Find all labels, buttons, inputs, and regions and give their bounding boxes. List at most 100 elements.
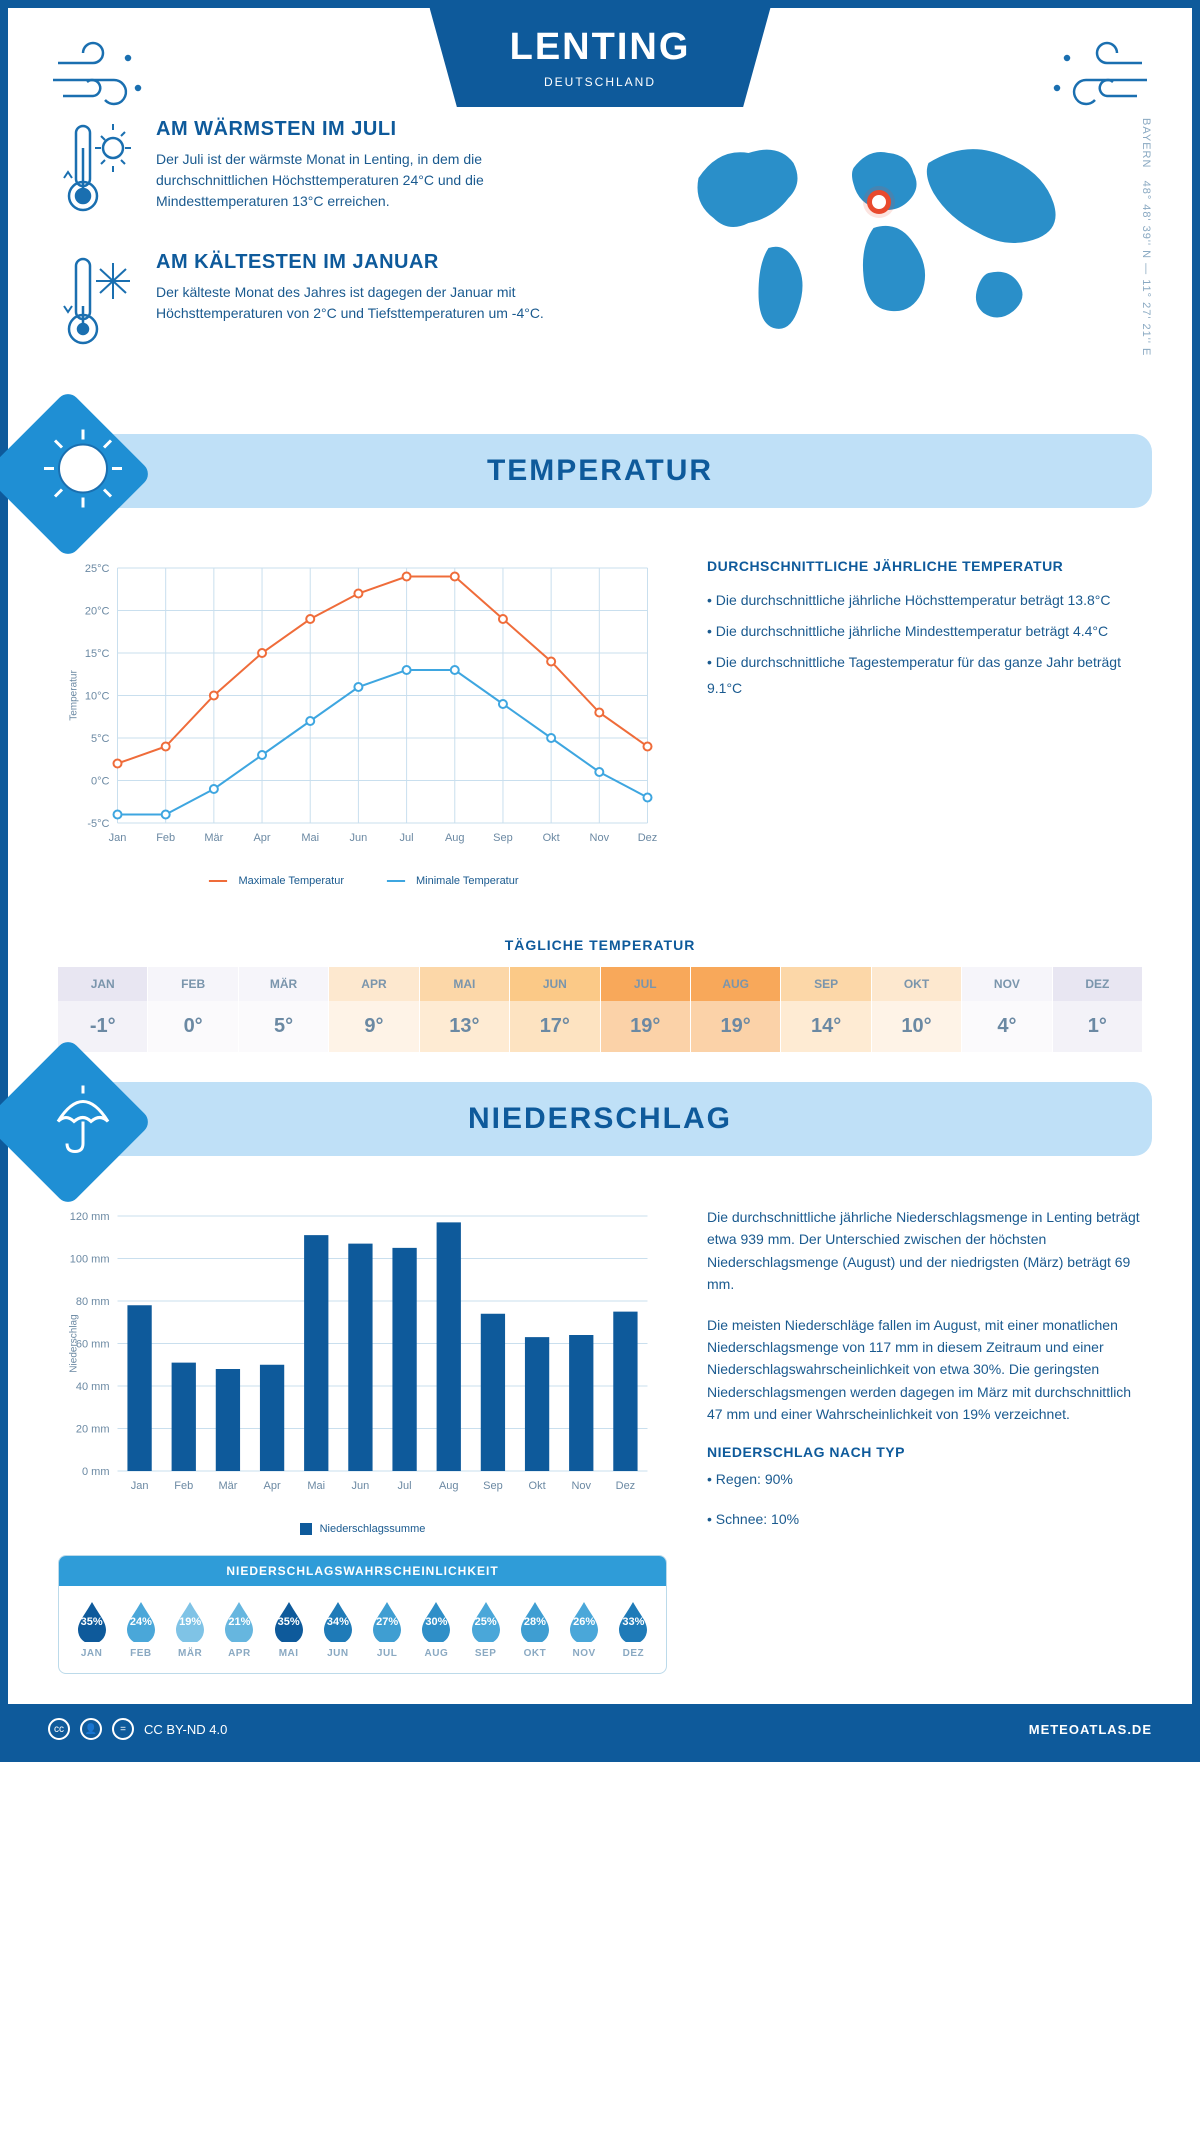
probability-cell: 19%MÄR: [166, 1600, 215, 1659]
drop-icon: 28%: [517, 1600, 553, 1642]
header: LENTING DEUTSCHLAND: [8, 8, 1192, 58]
thermometer-cold-icon: [58, 251, 138, 356]
svg-text:25°C: 25°C: [85, 563, 110, 575]
drop-icon: 24%: [123, 1600, 159, 1642]
drop-icon: 25%: [468, 1600, 504, 1642]
daily-temp-cell: SEP14°: [781, 967, 871, 1052]
probability-cell: 33%DEZ: [609, 1600, 658, 1659]
drop-icon: 19%: [172, 1600, 208, 1642]
page: LENTING DEUTSCHLAND AM WÄRMSTEN IM JULI …: [0, 0, 1200, 1762]
fact-body: Der Juli ist der wärmste Monat in Lentin…: [156, 149, 585, 212]
daily-temperature-bar: JAN-1°FEB0°MÄR5°APR9°MAI13°JUN17°JUL19°A…: [58, 967, 1142, 1052]
probability-cell: 24%FEB: [116, 1600, 165, 1659]
probability-cell: 30%AUG: [412, 1600, 461, 1659]
drop-icon: 30%: [418, 1600, 454, 1642]
svg-text:Mai: Mai: [307, 1480, 325, 1492]
daily-temp-cell: JUN17°: [510, 967, 600, 1052]
svg-text:-5°C: -5°C: [87, 818, 109, 830]
svg-text:Feb: Feb: [156, 832, 175, 844]
legend-min: Minimale Temperatur: [384, 875, 519, 887]
probability-cell: 27%JUL: [363, 1600, 412, 1659]
daily-temp-cell: OKT10°: [872, 967, 962, 1052]
location-marker-icon: [867, 190, 891, 214]
probability-cell: 35%JAN: [67, 1600, 116, 1659]
nd-icon: =: [112, 1718, 134, 1740]
svg-text:Jul: Jul: [400, 832, 414, 844]
fact-body: Der kälteste Monat des Jahres ist dagege…: [156, 282, 585, 324]
svg-text:Nov: Nov: [571, 1480, 591, 1492]
probability-cell: 26%NOV: [560, 1600, 609, 1659]
svg-text:Feb: Feb: [174, 1480, 193, 1492]
probability-title: NIEDERSCHLAGSWAHRSCHEINLICHKEIT: [59, 1556, 666, 1586]
drop-icon: 35%: [74, 1600, 110, 1642]
svg-text:Jun: Jun: [350, 832, 368, 844]
svg-text:Okt: Okt: [529, 1480, 546, 1492]
svg-text:60 mm: 60 mm: [76, 1339, 110, 1351]
svg-text:Niederschlag: Niederschlag: [69, 1314, 80, 1372]
daily-temp-cell: MÄR5°: [239, 967, 329, 1052]
svg-text:Jul: Jul: [398, 1480, 412, 1492]
svg-text:0°C: 0°C: [91, 776, 110, 788]
probability-cell: 35%MAI: [264, 1600, 313, 1659]
daily-temp-cell: JAN-1°: [58, 967, 148, 1052]
legend-max: Maximale Temperatur: [206, 875, 344, 887]
title-banner: LENTING DEUTSCHLAND: [430, 8, 771, 107]
license: cc 👤 = CC BY-ND 4.0: [48, 1718, 227, 1740]
svg-text:Sep: Sep: [483, 1480, 503, 1492]
drop-icon: 33%: [615, 1600, 651, 1642]
probability-cell: 34%JUN: [313, 1600, 362, 1659]
cc-icon: cc: [48, 1718, 70, 1740]
drop-icon: 26%: [566, 1600, 602, 1642]
wind-icon: [48, 38, 158, 123]
drop-icon: 27%: [369, 1600, 405, 1642]
wind-icon: [1042, 38, 1152, 123]
svg-text:Okt: Okt: [543, 832, 560, 844]
umbrella-icon: [38, 1072, 128, 1167]
section-title: TEMPERATUR: [78, 454, 1122, 488]
svg-text:Apr: Apr: [253, 832, 270, 844]
temperature-description: DURCHSCHNITTLICHE JÄHRLICHE TEMPERATUR •…: [707, 558, 1142, 887]
city-title: LENTING: [510, 26, 691, 69]
probability-cell: 21%APR: [215, 1600, 264, 1659]
coldest-fact: AM KÄLTESTEN IM JANUAR Der kälteste Mona…: [58, 251, 585, 356]
by-icon: 👤: [80, 1718, 102, 1740]
daily-temp-cell: AUG19°: [691, 967, 781, 1052]
legend-precip: Niederschlagssumme: [300, 1523, 426, 1535]
svg-text:20°C: 20°C: [85, 606, 110, 618]
svg-text:Mär: Mär: [218, 1480, 237, 1492]
svg-text:100 mm: 100 mm: [70, 1254, 110, 1266]
daily-temp-cell: MAI13°: [420, 967, 510, 1052]
svg-text:Dez: Dez: [616, 1480, 636, 1492]
daily-temp-cell: APR9°: [329, 967, 419, 1052]
probability-cell: 25%SEP: [461, 1600, 510, 1659]
svg-text:Temperatur: Temperatur: [69, 670, 80, 721]
warmest-fact: AM WÄRMSTEN IM JULI Der Juli ist der wär…: [58, 118, 585, 223]
probability-cell: 28%OKT: [510, 1600, 559, 1659]
svg-text:Jan: Jan: [131, 1480, 149, 1492]
precipitation-description: Die durchschnittliche jährliche Niedersc…: [707, 1206, 1142, 1674]
drop-icon: 34%: [320, 1600, 356, 1642]
svg-text:0 mm: 0 mm: [82, 1466, 110, 1478]
svg-text:20 mm: 20 mm: [76, 1424, 110, 1436]
section-title: NIEDERSCHLAG: [78, 1102, 1122, 1136]
drop-icon: 21%: [221, 1600, 257, 1642]
svg-text:Dez: Dez: [638, 832, 658, 844]
precipitation-chart: 0 mm20 mm40 mm60 mm80 mm100 mm120 mmNied…: [58, 1206, 667, 1506]
svg-text:Nov: Nov: [590, 832, 610, 844]
info-section: AM WÄRMSTEN IM JULI Der Juli ist der wär…: [8, 58, 1192, 414]
precipitation-banner: NIEDERSCHLAG: [48, 1082, 1152, 1156]
daily-temp-title: TÄGLICHE TEMPERATUR: [8, 937, 1192, 953]
temperature-chart: -5°C0°C5°C10°C15°C20°C25°CJanFebMärAprMa…: [58, 558, 667, 887]
probability-box: NIEDERSCHLAGSWAHRSCHEINLICHKEIT 35%JAN24…: [58, 1555, 667, 1674]
thermometer-hot-icon: [58, 118, 138, 223]
svg-text:Mär: Mär: [204, 832, 223, 844]
site-name: METEOATLAS.DE: [1029, 1722, 1152, 1737]
svg-text:Jun: Jun: [352, 1480, 370, 1492]
svg-text:Mai: Mai: [301, 832, 319, 844]
svg-text:Sep: Sep: [493, 832, 513, 844]
daily-temp-cell: DEZ1°: [1053, 967, 1142, 1052]
svg-text:5°C: 5°C: [91, 733, 110, 745]
svg-text:Aug: Aug: [439, 1480, 459, 1492]
daily-temp-cell: JUL19°: [601, 967, 691, 1052]
svg-text:80 mm: 80 mm: [76, 1296, 110, 1308]
